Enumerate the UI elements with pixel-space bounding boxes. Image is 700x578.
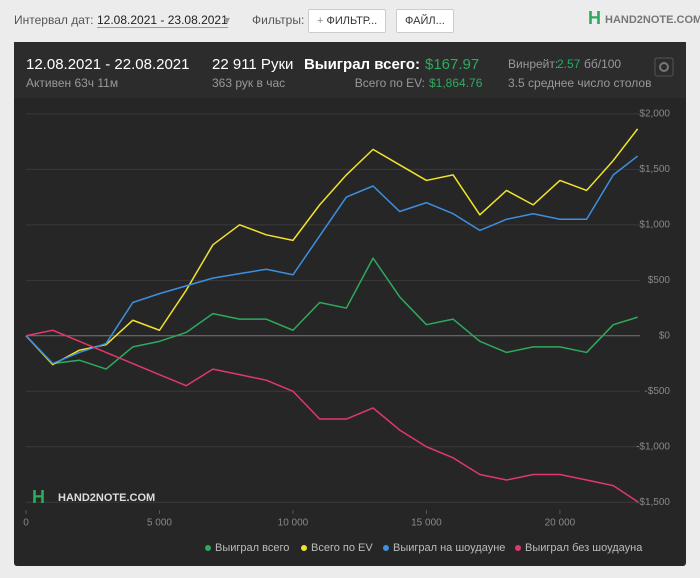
- hands-per-hour: 363 рук в час: [212, 76, 285, 90]
- y-tick-label: $2,000: [639, 109, 670, 120]
- series-line: [25, 329, 639, 503]
- winrate-unit: бб/100: [584, 57, 621, 71]
- tables: 3.5 среднее число столов: [508, 76, 651, 90]
- legend-label: Выиграл всего: [215, 542, 289, 554]
- settings-button[interactable]: [654, 57, 674, 77]
- y-tick-label: $0: [659, 330, 671, 341]
- filters-label: Фильтры:: [252, 13, 305, 27]
- filter-button[interactable]: + ФИЛЬТР...: [308, 9, 387, 33]
- series-line: [25, 128, 639, 366]
- legend-marker: [383, 545, 389, 551]
- x-tick-label: 15 000: [411, 518, 442, 529]
- x-tick-label: 0: [23, 518, 29, 529]
- x-tick-label: 5 000: [147, 518, 172, 529]
- file-button-text: ФАЙЛ...: [405, 15, 445, 27]
- ev-value: $1,864.76: [429, 76, 483, 90]
- series-line: [25, 155, 639, 365]
- won-label: Выиграл всего:: [304, 56, 420, 73]
- x-tick-label: 20 000: [545, 518, 576, 529]
- series-line: [25, 257, 638, 370]
- y-tick-label: $1,500: [639, 164, 670, 175]
- y-tick-label: $500: [648, 275, 671, 286]
- dropdown-arrow[interactable]: ▾: [224, 13, 231, 27]
- won-value: $167.97: [425, 56, 479, 73]
- x-tick-label: 10 000: [278, 518, 309, 529]
- y-tick-label: -$1,000: [636, 441, 670, 452]
- file-button[interactable]: ФАЙЛ...: [396, 9, 454, 33]
- settings-icon: [659, 62, 669, 72]
- legend-label: Выиграл без шоудауна: [525, 542, 643, 554]
- y-tick-label: -$1,500: [636, 497, 670, 508]
- logo: HAND2NOTE.COM: [605, 14, 700, 26]
- hands: 22 911 Руки: [212, 56, 293, 73]
- filter-button-text: ФИЛЬТР...: [326, 15, 378, 27]
- logo-icon: H: [588, 8, 601, 28]
- y-tick-label: -$500: [644, 386, 670, 397]
- date-picker[interactable]: 12.08.2021 - 23.08.2021: [97, 13, 228, 28]
- winrate-value: 2.57: [557, 57, 581, 71]
- legend-label: Выиграл на шоудауне: [393, 542, 505, 554]
- active-time: Активен 63ч 11м: [26, 76, 118, 90]
- legend-marker: [205, 545, 211, 551]
- date-label: Интервал дат:: [14, 13, 94, 27]
- stats-panel: [14, 42, 686, 98]
- legend-marker: [301, 545, 307, 551]
- y-tick-label: $1,000: [639, 219, 670, 230]
- toolbar: Интервал дат: 12.08.2021 - 23.08.2021 ▾ …: [0, 0, 700, 40]
- period: 12.08.2021 - 22.08.2021: [26, 56, 189, 73]
- winrate-label: Винрейт:: [508, 57, 558, 71]
- legend-marker: [515, 545, 521, 551]
- watermark-icon: H: [32, 487, 45, 507]
- watermark: HAND2NOTE.COM: [58, 492, 155, 504]
- ev-label: Всего по EV:: [355, 76, 425, 90]
- legend-label: Всего по EV: [311, 542, 373, 554]
- panel: [14, 42, 686, 566]
